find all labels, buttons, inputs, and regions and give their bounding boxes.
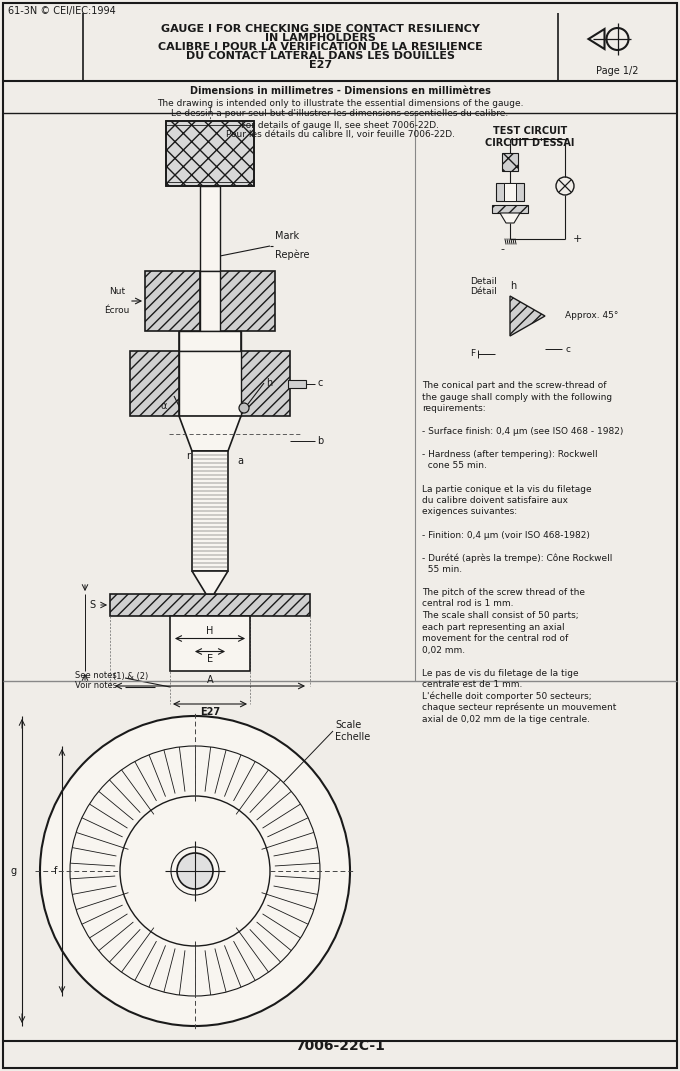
Bar (170, 616, 250, 672)
Text: exigences suivantes:: exigences suivantes: (422, 508, 517, 516)
Text: Écrou: Écrou (104, 306, 130, 315)
Text: a: a (237, 456, 243, 466)
Circle shape (239, 403, 249, 413)
Text: Mark: Mark (275, 231, 299, 241)
Text: (1) & (2): (1) & (2) (113, 672, 148, 680)
Text: S: S (89, 600, 95, 610)
Text: centrale est de 1 mm.: centrale est de 1 mm. (422, 680, 522, 689)
Text: c: c (565, 345, 570, 353)
Bar (504, 183, 516, 201)
Text: 61-3N © CEI/IEC:1994: 61-3N © CEI/IEC:1994 (8, 6, 116, 16)
Polygon shape (510, 296, 545, 336)
Polygon shape (220, 271, 275, 331)
Text: - Surface finish: 0,4 μm (see ISO 468 - 1982): - Surface finish: 0,4 μm (see ISO 468 - … (422, 427, 624, 436)
Text: Pour les détails du calibre II, voir feuille 7006-22D.: Pour les détails du calibre II, voir feu… (226, 130, 454, 138)
Bar (492, 205, 528, 213)
Text: - Hardness (after tempering): Rockwell: - Hardness (after tempering): Rockwell (422, 450, 598, 459)
Text: DU CONTACT LATERAL DANS LES DOUILLES: DU CONTACT LATERAL DANS LES DOUILLES (186, 51, 455, 61)
Text: E27: E27 (309, 60, 332, 70)
Text: the gauge shall comply with the following: the gauge shall comply with the followin… (422, 392, 612, 402)
Polygon shape (130, 351, 179, 416)
Text: Repère: Repère (275, 250, 309, 260)
Text: movement for the central rod of: movement for the central rod of (422, 634, 568, 643)
Bar (200, 271, 220, 331)
Polygon shape (192, 571, 228, 594)
Polygon shape (241, 351, 290, 416)
Text: A: A (207, 675, 214, 685)
Bar (496, 183, 524, 201)
Text: f: f (54, 866, 58, 876)
Bar (192, 451, 228, 571)
Bar (288, 379, 306, 388)
Text: requirements:: requirements: (422, 404, 486, 413)
Text: Dimensions in millimetres - Dimensions en millimètres: Dimensions in millimetres - Dimensions e… (190, 86, 490, 96)
Text: L'échelle doit comporter 50 secteurs;: L'échelle doit comporter 50 secteurs; (422, 692, 592, 702)
Text: F: F (470, 349, 475, 359)
Text: La partie conique et la vis du filetage: La partie conique et la vis du filetage (422, 484, 592, 494)
Text: The conical part and the screw-thread of: The conical part and the screw-thread of (422, 381, 607, 390)
Bar (166, 121, 254, 186)
Text: For details of gauge II, see sheet 7006-22D.: For details of gauge II, see sheet 7006-… (241, 121, 439, 130)
Circle shape (40, 716, 350, 1026)
Text: +: + (573, 233, 581, 244)
Bar (179, 351, 241, 416)
Text: E27: E27 (200, 707, 220, 716)
Text: each part representing an axial: each part representing an axial (422, 622, 564, 632)
Text: h: h (266, 378, 272, 388)
Text: GAUGE I FOR CHECKING SIDE CONTACT RESILIENCY: GAUGE I FOR CHECKING SIDE CONTACT RESILI… (161, 24, 480, 34)
Text: 55 min.: 55 min. (422, 565, 462, 574)
Text: Detail: Detail (470, 276, 497, 286)
Text: Voir notes: Voir notes (75, 680, 117, 690)
Text: Page 1/2: Page 1/2 (596, 66, 639, 76)
Text: h: h (510, 281, 516, 291)
Text: The scale shall consist of 50 parts;: The scale shall consist of 50 parts; (422, 610, 579, 620)
Text: cone 55 min.: cone 55 min. (422, 462, 487, 470)
Text: The drawing is intended only to illustrate the essential dimensions of the gauge: The drawing is intended only to illustra… (157, 100, 523, 108)
Text: Approx. 45°: Approx. 45° (565, 312, 618, 320)
Text: b: b (317, 436, 323, 446)
Text: H: H (206, 625, 214, 635)
Bar (110, 594, 310, 616)
Text: axial de 0,02 mm de la tige centrale.: axial de 0,02 mm de la tige centrale. (422, 714, 590, 724)
Text: c: c (318, 378, 323, 389)
Text: Détail: Détail (470, 287, 497, 296)
Text: See notes: See notes (75, 672, 117, 680)
Circle shape (177, 853, 213, 889)
Text: 0,02 mm.: 0,02 mm. (422, 646, 465, 654)
Polygon shape (500, 213, 520, 223)
Bar (166, 121, 254, 186)
Text: central rod is 1 mm.: central rod is 1 mm. (422, 600, 513, 608)
Text: The pitch of the screw thread of the: The pitch of the screw thread of the (422, 588, 585, 597)
Text: r: r (186, 451, 190, 461)
Bar (179, 331, 241, 351)
Circle shape (120, 796, 270, 946)
Text: 7006-22C-1: 7006-22C-1 (295, 1040, 385, 1054)
Polygon shape (179, 416, 241, 451)
Text: TEST CIRCUIT: TEST CIRCUIT (493, 126, 567, 136)
Polygon shape (145, 271, 200, 331)
Text: CIRCUIT D'ESSAI: CIRCUIT D'ESSAI (486, 138, 575, 148)
Text: - Durété (après la trempe): Cône Rockwell: - Durété (après la trempe): Cône Rockwel… (422, 554, 613, 563)
Text: chaque secteur représente un mouvement: chaque secteur représente un mouvement (422, 703, 616, 712)
Text: E: E (207, 654, 213, 664)
Text: α: α (160, 401, 167, 411)
Bar (502, 153, 518, 171)
Text: Scale
Echelle: Scale Echelle (335, 720, 370, 742)
Text: -: - (500, 244, 504, 254)
Text: Nut: Nut (109, 287, 125, 296)
Text: g: g (11, 866, 17, 876)
Text: Le dessin a pour seul but d'illustrer les dimensions essentielles du calibre.: Le dessin a pour seul but d'illustrer le… (171, 108, 509, 118)
Text: IN LAMPHOLDERS: IN LAMPHOLDERS (265, 33, 376, 43)
Text: du calibre doivent satisfaire aux: du calibre doivent satisfaire aux (422, 496, 568, 506)
Text: CALIBRE I POUR LA VERIFICATION DE LA RESILIENCE: CALIBRE I POUR LA VERIFICATION DE LA RES… (158, 42, 483, 52)
Text: Le pas de vis du filetage de la tige: Le pas de vis du filetage de la tige (422, 668, 579, 678)
Text: - Finition: 0,4 μm (voir ISO 468-1982): - Finition: 0,4 μm (voir ISO 468-1982) (422, 530, 590, 540)
Bar (200, 186, 220, 271)
